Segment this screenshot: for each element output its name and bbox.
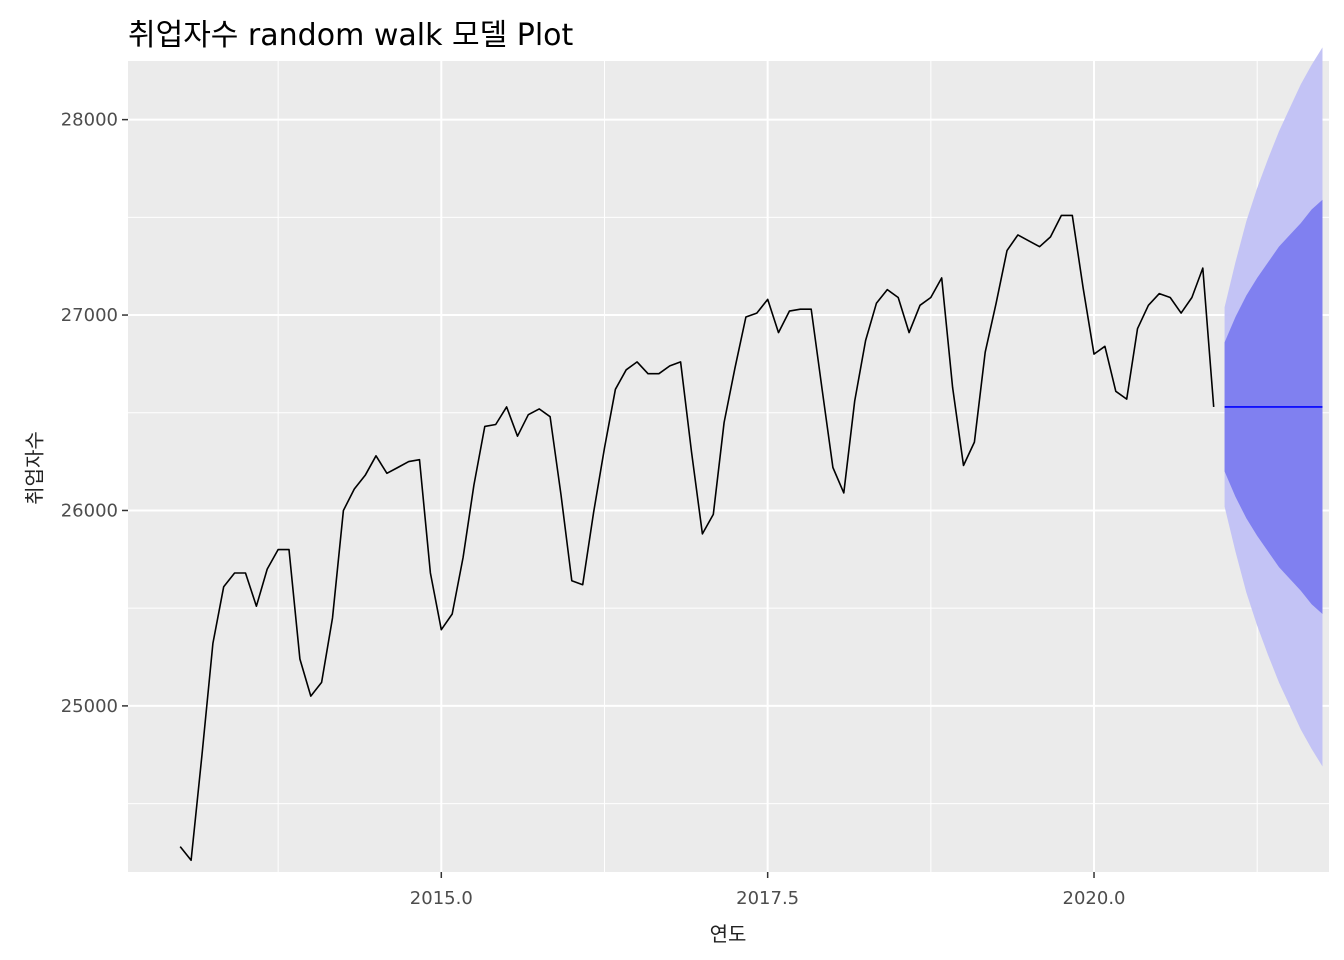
grid-major bbox=[128, 61, 1329, 872]
grid-minor bbox=[128, 61, 1329, 872]
y-tick-label: 25000 bbox=[61, 696, 118, 717]
x-tick-label: 2017.5 bbox=[736, 888, 799, 909]
series-lines bbox=[179, 214, 1323, 862]
plot-panel bbox=[128, 61, 1329, 872]
y-tick-label: 27000 bbox=[61, 305, 118, 326]
y-tick-label: 26000 bbox=[61, 500, 118, 521]
x-tick-label: 2020.0 bbox=[1063, 888, 1126, 909]
x-axis-label: 연도 bbox=[709, 922, 747, 946]
series-line-actual bbox=[179, 214, 1215, 862]
chart-title: 취업자수 random walk 모델 Plot bbox=[128, 18, 574, 53]
x-tick-label: 2015.0 bbox=[410, 888, 473, 909]
y-tick-label: 28000 bbox=[61, 110, 118, 131]
axes: 2015.0 2017.5 2020.0 25000 26000 27000 28000 bbox=[61, 110, 1126, 909]
